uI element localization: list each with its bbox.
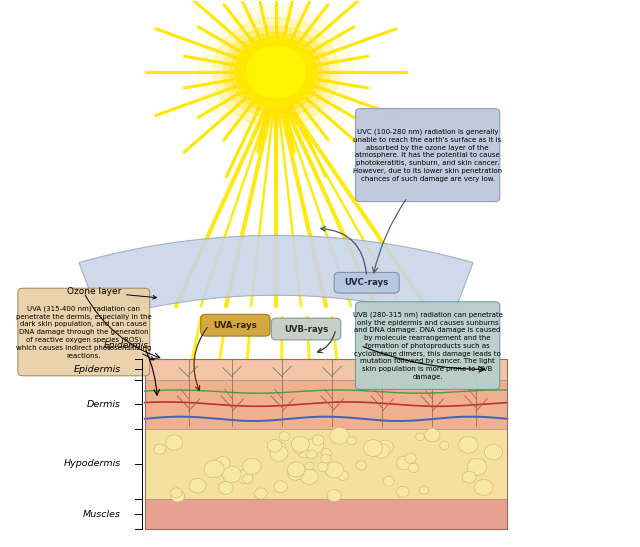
Circle shape [325, 462, 344, 478]
Circle shape [213, 18, 339, 127]
Circle shape [397, 486, 409, 497]
Polygon shape [79, 235, 473, 319]
Circle shape [484, 444, 502, 460]
Circle shape [215, 457, 230, 470]
Circle shape [268, 439, 282, 452]
Circle shape [337, 471, 349, 480]
Circle shape [199, 5, 353, 139]
Circle shape [189, 478, 206, 493]
Text: UVC-rays: UVC-rays [344, 278, 388, 287]
Circle shape [294, 446, 303, 454]
Circle shape [223, 26, 329, 118]
Circle shape [154, 444, 166, 455]
Circle shape [287, 462, 305, 477]
Text: Dermis: Dermis [87, 400, 121, 409]
FancyBboxPatch shape [18, 288, 150, 376]
Text: UVA (315-400 nm) radiation can
penetrate the dermis, especially in the
dark skin: UVA (315-400 nm) radiation can penetrate… [16, 305, 152, 359]
Circle shape [347, 437, 356, 445]
Circle shape [408, 463, 419, 473]
Circle shape [463, 471, 476, 483]
Text: Muscles: Muscles [83, 510, 121, 519]
Circle shape [288, 467, 303, 480]
Circle shape [327, 490, 341, 502]
Circle shape [255, 488, 268, 499]
FancyArrowPatch shape [194, 328, 207, 391]
Circle shape [465, 439, 474, 447]
Circle shape [204, 461, 224, 478]
Circle shape [459, 437, 478, 453]
Circle shape [270, 446, 288, 461]
FancyBboxPatch shape [271, 318, 340, 340]
FancyBboxPatch shape [201, 315, 270, 336]
Circle shape [440, 441, 449, 450]
Circle shape [364, 440, 383, 456]
FancyArrowPatch shape [317, 331, 335, 353]
Text: UVA-rays: UVA-rays [214, 321, 257, 330]
Circle shape [171, 490, 185, 502]
Circle shape [170, 488, 182, 498]
Circle shape [356, 461, 367, 470]
Circle shape [321, 454, 331, 463]
Circle shape [377, 440, 394, 454]
Bar [145, 359, 508, 380]
Circle shape [306, 438, 324, 453]
FancyArrowPatch shape [321, 226, 367, 274]
Circle shape [383, 476, 394, 486]
Text: Hypodermis: Hypodermis [64, 459, 121, 468]
Text: UVB (280-315 nm) radiation can penetrate
only the epidermis and causes sunburns
: UVB (280-315 nm) radiation can penetrate… [353, 311, 502, 380]
Circle shape [236, 37, 317, 108]
Circle shape [396, 456, 412, 470]
Circle shape [276, 443, 286, 451]
Circle shape [300, 469, 318, 484]
Circle shape [425, 428, 440, 442]
Circle shape [415, 433, 424, 441]
Bar [145, 380, 508, 429]
Circle shape [317, 462, 328, 472]
FancyBboxPatch shape [355, 109, 500, 202]
Circle shape [419, 486, 429, 494]
Text: UVC (100-280 nm) radiation is generally
unable to reach the earth's surface as i: UVC (100-280 nm) radiation is generally … [353, 129, 502, 182]
Circle shape [474, 479, 493, 496]
Bar [145, 429, 508, 499]
Circle shape [222, 466, 241, 482]
Circle shape [404, 453, 416, 463]
Circle shape [373, 444, 389, 458]
Text: Epidermis: Epidermis [74, 365, 121, 374]
Circle shape [218, 481, 233, 494]
Circle shape [247, 46, 305, 97]
Text: Epidermis: Epidermis [104, 341, 154, 360]
Circle shape [237, 469, 253, 484]
Circle shape [330, 427, 349, 444]
Text: UVB-rays: UVB-rays [284, 324, 328, 334]
Circle shape [230, 32, 321, 112]
Circle shape [165, 435, 183, 450]
Bar [145, 499, 508, 529]
Text: Ozone layer: Ozone layer [67, 287, 157, 299]
Circle shape [297, 445, 312, 458]
Bar [145, 359, 508, 529]
Circle shape [312, 435, 324, 445]
Circle shape [307, 450, 317, 459]
Circle shape [243, 458, 261, 474]
FancyBboxPatch shape [355, 302, 500, 389]
Circle shape [321, 449, 332, 457]
Circle shape [243, 474, 253, 483]
Circle shape [274, 481, 287, 493]
FancyBboxPatch shape [334, 272, 399, 293]
Circle shape [467, 458, 487, 475]
Circle shape [291, 437, 309, 452]
Circle shape [279, 432, 290, 441]
Circle shape [305, 462, 314, 470]
